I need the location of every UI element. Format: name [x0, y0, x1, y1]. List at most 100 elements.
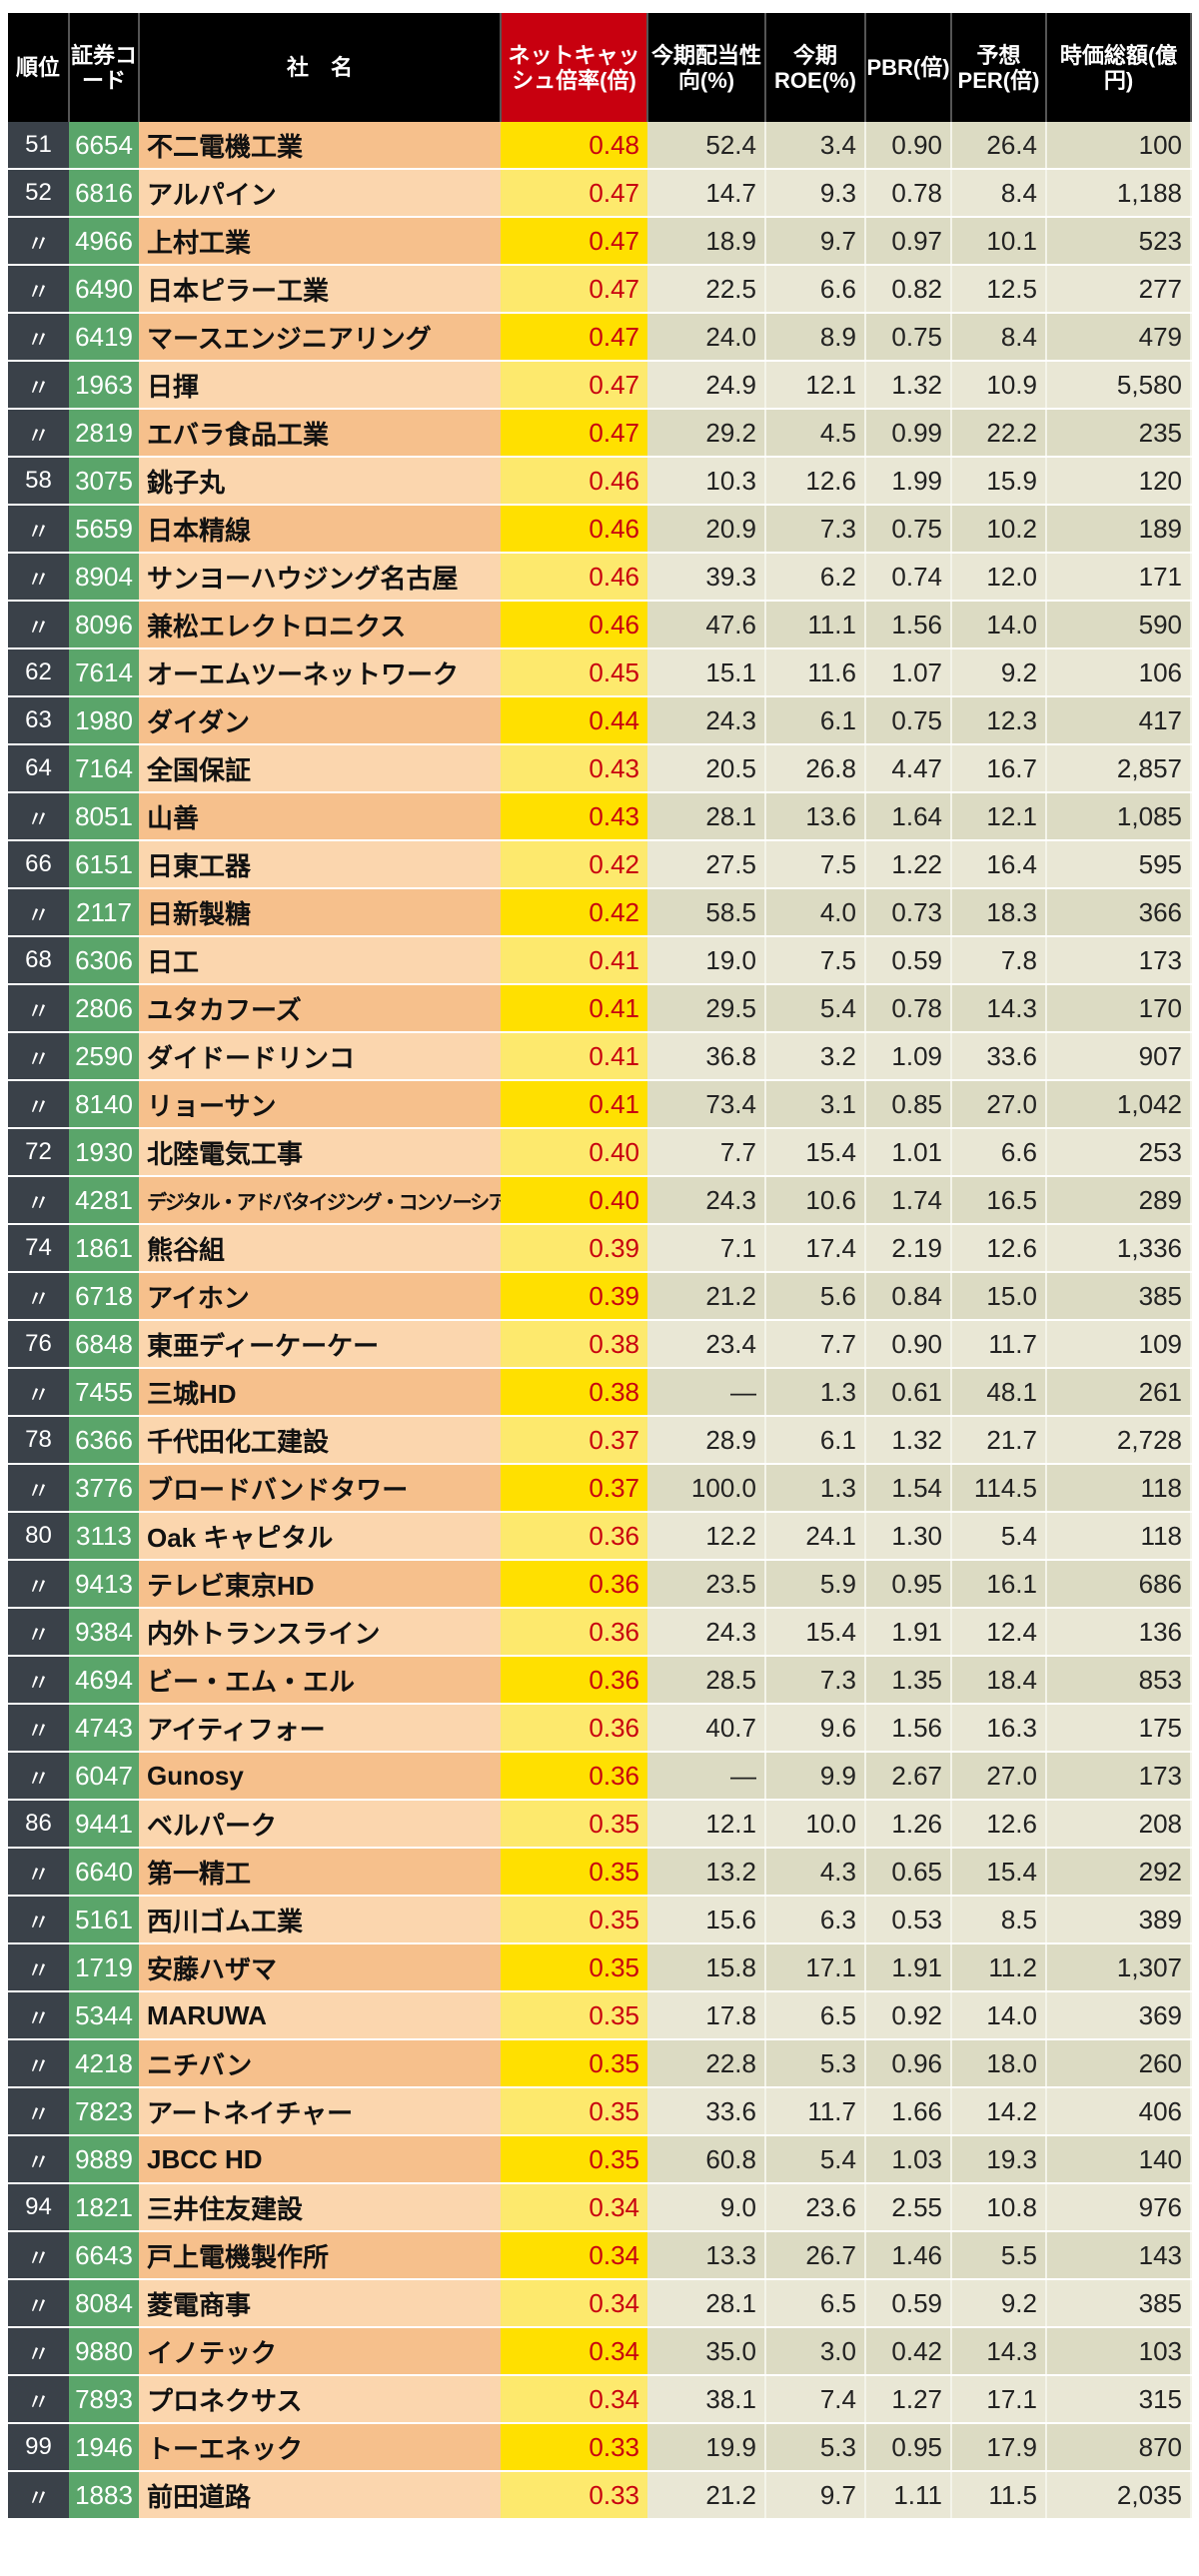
pbr-cell: 1.66	[865, 2087, 952, 2136]
net-cash-ratio-cell: 0.36	[501, 1752, 647, 1801]
market-cap-cell: 106	[1046, 648, 1192, 697]
market-cap-cell: 870	[1046, 2423, 1192, 2472]
pbr-cell: 1.91	[865, 1943, 952, 1992]
roe-cell: 5.3	[765, 2039, 866, 2088]
net-cash-ratio-cell: 0.44	[501, 696, 647, 745]
rank-cell: 〃	[8, 888, 69, 937]
net-cash-ratio-cell: 0.35	[501, 1800, 647, 1849]
pbr-cell: 0.85	[865, 1080, 952, 1129]
net-cash-ratio-cell: 0.37	[501, 1416, 647, 1465]
net-cash-ratio-cell: 0.35	[501, 1991, 647, 2040]
company-name-cell: JBCC HD	[139, 2135, 501, 2184]
table-row: 78 6366 千代田化工建設 0.37 28.9 6.1 1.32 21.7 2,728	[8, 1416, 1192, 1465]
per-cell: 6.6	[951, 1128, 1047, 1177]
rank-cell: 〃	[8, 1272, 69, 1321]
company-name-cell: ニチバン	[139, 2039, 501, 2088]
company-name-cell: Oak キャピタル	[139, 1512, 501, 1561]
pbr-cell: 0.90	[865, 1320, 952, 1369]
table-row: 〃 4218 ニチバン 0.35 22.8 5.3 0.96 18.0 260	[8, 2039, 1192, 2088]
code-cell: 9441	[69, 1800, 139, 1849]
per-cell: 10.2	[951, 505, 1047, 554]
roe-cell: 26.8	[765, 744, 866, 793]
rank-cell: 〃	[8, 2471, 69, 2520]
payout-cell: 27.5	[647, 840, 766, 889]
market-cap-cell: 686	[1046, 1560, 1192, 1609]
code-cell: 4694	[69, 1656, 139, 1705]
table-row: 〃 4966 上村工業 0.47 18.9 9.7 0.97 10.1 523	[8, 217, 1192, 266]
per-cell: 27.0	[951, 1080, 1047, 1129]
table-row: 64 7164 全国保証 0.43 20.5 26.8 4.47 16.7 2,857	[8, 744, 1192, 793]
pbr-cell: 0.59	[865, 936, 952, 985]
roe-cell: 6.6	[765, 265, 866, 314]
rank-cell: 76	[8, 1320, 69, 1369]
market-cap-cell: 100	[1046, 122, 1192, 170]
table-row: 〃 9413 テレビ東京HD 0.36 23.5 5.9 0.95 16.1 686	[8, 1560, 1192, 1609]
market-cap-cell: 1,307	[1046, 1943, 1192, 1992]
roe-cell: 10.0	[765, 1800, 866, 1849]
per-cell: 12.0	[951, 553, 1047, 602]
payout-cell: 24.0	[647, 313, 766, 362]
market-cap-cell: 277	[1046, 265, 1192, 314]
per-cell: 14.0	[951, 1991, 1047, 2040]
table-row: 〃 2806 ユタカフーズ 0.41 29.5 5.4 0.78 14.3 170	[8, 984, 1192, 1033]
pbr-cell: 1.27	[865, 2375, 952, 2424]
rank-cell: 〃	[8, 1464, 69, 1513]
market-cap-cell: 2,728	[1046, 1416, 1192, 1465]
rank-cell: 〃	[8, 265, 69, 314]
roe-cell: 6.2	[765, 553, 866, 602]
rank-cell: 〃	[8, 1368, 69, 1417]
payout-cell: 73.4	[647, 1080, 766, 1129]
payout-cell: 24.9	[647, 361, 766, 410]
per-cell: 9.2	[951, 2279, 1047, 2328]
market-cap-cell: 208	[1046, 1800, 1192, 1849]
company-name-cell: 日東工器	[139, 840, 501, 889]
net-cash-ratio-cell: 0.47	[501, 265, 647, 314]
market-cap-cell: 235	[1046, 409, 1192, 458]
payout-cell: 20.5	[647, 744, 766, 793]
pbr-cell: 1.56	[865, 1704, 952, 1753]
company-name-cell: 兼松エレクトロニクス	[139, 601, 501, 649]
code-cell: 1946	[69, 2423, 139, 2472]
roe-cell: 4.0	[765, 888, 866, 937]
net-cash-ratio-cell: 0.39	[501, 1224, 647, 1273]
code-cell: 3776	[69, 1464, 139, 1513]
per-cell: 12.1	[951, 792, 1047, 841]
per-cell: 8.5	[951, 1896, 1047, 1944]
market-cap-cell: 2,035	[1046, 2471, 1192, 2520]
market-cap-cell: 523	[1046, 217, 1192, 266]
payout-cell: 9.0	[647, 2183, 766, 2232]
table-row: 〃 2117 日新製糖 0.42 58.5 4.0 0.73 18.3 366	[8, 888, 1192, 937]
payout-cell: 19.0	[647, 936, 766, 985]
table-row: 72 1930 北陸電気工事 0.40 7.7 15.4 1.01 6.6 253	[8, 1128, 1192, 1177]
pbr-cell: 1.22	[865, 840, 952, 889]
ranking-table: 順位 証券コード 社 名 ネットキャッシュ倍率(倍) 今期配当性向(%) 今期R…	[8, 13, 1192, 2520]
per-cell: 16.7	[951, 744, 1047, 793]
table-row: 〃 3776 ブロードバンドタワー 0.37 100.0 1.3 1.54 114.5 118	[8, 1464, 1192, 1513]
table-row: 〃 5161 西川ゴム工業 0.35 15.6 6.3 0.53 8.5 389	[8, 1896, 1192, 1944]
payout-cell: 28.1	[647, 792, 766, 841]
company-name-cell: ビー・エム・エル	[139, 1656, 501, 1705]
net-cash-ratio-cell: 0.35	[501, 1943, 647, 1992]
per-cell: 18.4	[951, 1656, 1047, 1705]
market-cap-cell: 366	[1046, 888, 1192, 937]
market-cap-cell: 109	[1046, 1320, 1192, 1369]
pbr-cell: 0.75	[865, 313, 952, 362]
company-name-cell: トーエネック	[139, 2423, 501, 2472]
net-cash-ratio-cell: 0.36	[501, 1704, 647, 1753]
code-cell: 7893	[69, 2375, 139, 2424]
pbr-cell: 0.99	[865, 409, 952, 458]
market-cap-cell: 261	[1046, 1368, 1192, 1417]
company-name-cell: 安藤ハザマ	[139, 1943, 501, 1992]
pbr-cell: 0.82	[865, 265, 952, 314]
company-name-cell: 山善	[139, 792, 501, 841]
code-cell: 1980	[69, 696, 139, 745]
rank-cell: 68	[8, 936, 69, 985]
net-cash-ratio-cell: 0.33	[501, 2471, 647, 2520]
market-cap-cell: 173	[1046, 936, 1192, 985]
net-cash-ratio-cell: 0.35	[501, 1896, 647, 1944]
table-row: 〃 8084 菱電商事 0.34 28.1 6.5 0.59 9.2 385	[8, 2279, 1192, 2328]
code-cell: 7455	[69, 1368, 139, 1417]
company-name-cell: 第一精工	[139, 1848, 501, 1897]
per-cell: 16.5	[951, 1176, 1047, 1225]
code-cell: 6643	[69, 2231, 139, 2280]
